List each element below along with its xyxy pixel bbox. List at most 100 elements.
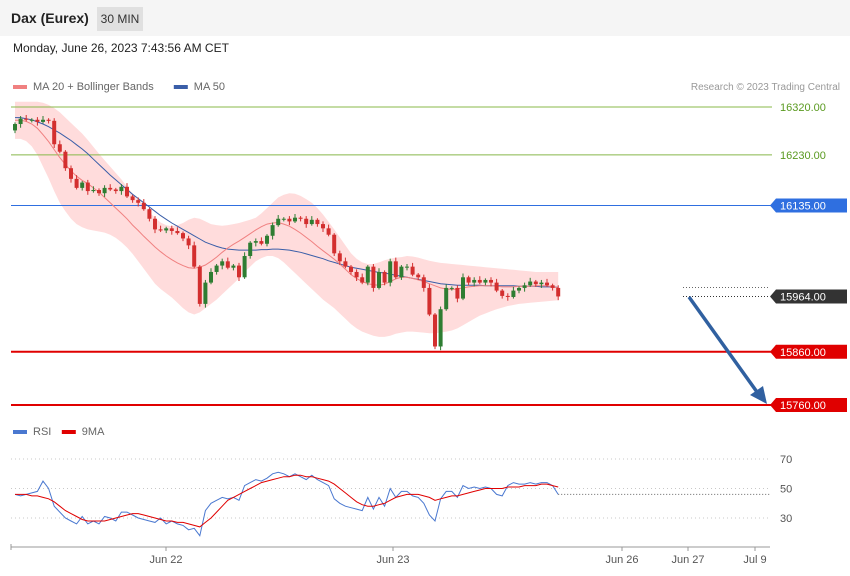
level-15760-00-label: 15760.00 — [780, 400, 826, 412]
candle-72 — [416, 274, 421, 278]
candle-22 — [136, 200, 141, 203]
candle-49 — [287, 218, 292, 222]
candle-93 — [533, 281, 538, 285]
candle-27 — [164, 228, 169, 231]
x-tick-label-0: Jun 22 — [149, 554, 182, 566]
candle-48 — [281, 218, 286, 220]
timestamp: Monday, June 26, 2023 7:43:56 AM CET — [13, 41, 229, 55]
candle-3 — [29, 119, 34, 121]
rsi-line — [14, 471, 559, 537]
legend-label-0: MA 20 + Bollinger Bands — [33, 81, 154, 93]
candle-33 — [197, 266, 202, 304]
x-tick-label-2: Jun 26 — [605, 554, 638, 566]
rsi-ma-line — [15, 474, 559, 528]
candle-46 — [270, 225, 275, 236]
rsi-panel: RSI 9MA 70 50 30 — [11, 426, 792, 537]
candle-35 — [209, 271, 213, 283]
chart-header: Dax (Eurex) 30 MIN — [0, 0, 850, 36]
candle-61 — [354, 271, 359, 278]
candle-19 — [119, 186, 124, 192]
candle-39 — [231, 265, 236, 268]
candle-57 — [332, 234, 337, 254]
candle-89 — [511, 290, 516, 297]
candle-28 — [169, 228, 174, 231]
legend-label-0: RSI — [33, 426, 51, 438]
candle-11 — [74, 178, 79, 188]
candle-65 — [377, 271, 381, 288]
candle-45 — [265, 235, 269, 244]
candle-10 — [69, 168, 73, 179]
candle-70 — [405, 266, 409, 268]
candle-25 — [153, 218, 157, 230]
candle-68 — [393, 261, 398, 278]
candle-71 — [410, 266, 415, 275]
candle-64 — [371, 266, 376, 288]
candle-9 — [63, 151, 68, 169]
candle-7 — [52, 120, 57, 145]
candle-24 — [147, 209, 152, 219]
candle-1 — [18, 118, 23, 125]
candle-52 — [304, 218, 309, 225]
candle-23 — [141, 202, 146, 210]
candle-67 — [388, 261, 393, 283]
candle-63 — [365, 266, 370, 283]
forecast-arrow — [687, 295, 767, 404]
level-16135-00-label: 16135.00 — [780, 200, 826, 212]
ma50-line — [15, 117, 559, 288]
candle-53 — [309, 219, 314, 225]
legend-swatch-1 — [173, 85, 188, 89]
forecast-arrow-shaft — [687, 295, 759, 394]
candle-76 — [438, 309, 443, 347]
candle-44 — [259, 241, 264, 244]
candle-41 — [242, 256, 247, 278]
candle-31 — [186, 238, 191, 246]
candle-75 — [433, 314, 437, 347]
level-15964-00-label: 15964.00 — [780, 291, 826, 303]
candle-55 — [321, 224, 325, 229]
timeframe-badge[interactable]: 30 MIN — [97, 7, 143, 31]
candle-18 — [113, 189, 118, 192]
candle-15 — [97, 190, 101, 194]
forecast-arrow-head — [750, 386, 767, 404]
candle-0 — [13, 124, 17, 131]
candle-17 — [108, 187, 113, 190]
candle-21 — [130, 196, 135, 201]
rsi-tick-50: 50 — [780, 484, 792, 496]
x-axis: Jun 22 Jun 23 Jun 26 Jun 27 Jul 9 — [10, 544, 770, 566]
candle-87 — [500, 290, 505, 296]
candle-69 — [399, 266, 404, 278]
x-tick-label-3: Jun 27 — [671, 554, 704, 566]
candle-5 — [41, 119, 45, 122]
candle-40 — [237, 265, 241, 278]
candle-43 — [253, 241, 258, 243]
legend-label-1: 9MA — [82, 426, 105, 438]
bollinger-band — [15, 101, 559, 337]
candle-66 — [382, 271, 387, 283]
candle-14 — [91, 190, 96, 192]
moving-averages — [15, 117, 559, 291]
candles — [13, 114, 561, 351]
candle-96 — [550, 285, 555, 288]
candle-37 — [220, 261, 225, 266]
instrument-title: Dax (Eurex) — [11, 10, 89, 26]
candle-51 — [298, 217, 303, 219]
candle-94 — [539, 282, 544, 285]
candle-90 — [517, 287, 521, 291]
candle-32 — [192, 245, 197, 267]
ma20-line — [15, 119, 559, 291]
legend-swatch-0 — [13, 85, 27, 89]
candle-91 — [522, 285, 527, 288]
candle-86 — [494, 282, 499, 291]
candle-50 — [293, 217, 297, 222]
candle-29 — [175, 230, 180, 234]
candle-6 — [46, 119, 51, 121]
candle-13 — [85, 182, 90, 192]
level-15964-00-tag — [770, 289, 847, 304]
candle-84 — [483, 279, 488, 283]
level-15760-00-tag — [770, 398, 847, 412]
price-legend: MA 20 + Bollinger Bands MA 50 — [13, 81, 225, 93]
rsi-tick-30: 30 — [780, 513, 792, 525]
candle-54 — [315, 219, 320, 225]
candle-56 — [326, 228, 331, 235]
level-16135-00-tag — [770, 198, 847, 213]
